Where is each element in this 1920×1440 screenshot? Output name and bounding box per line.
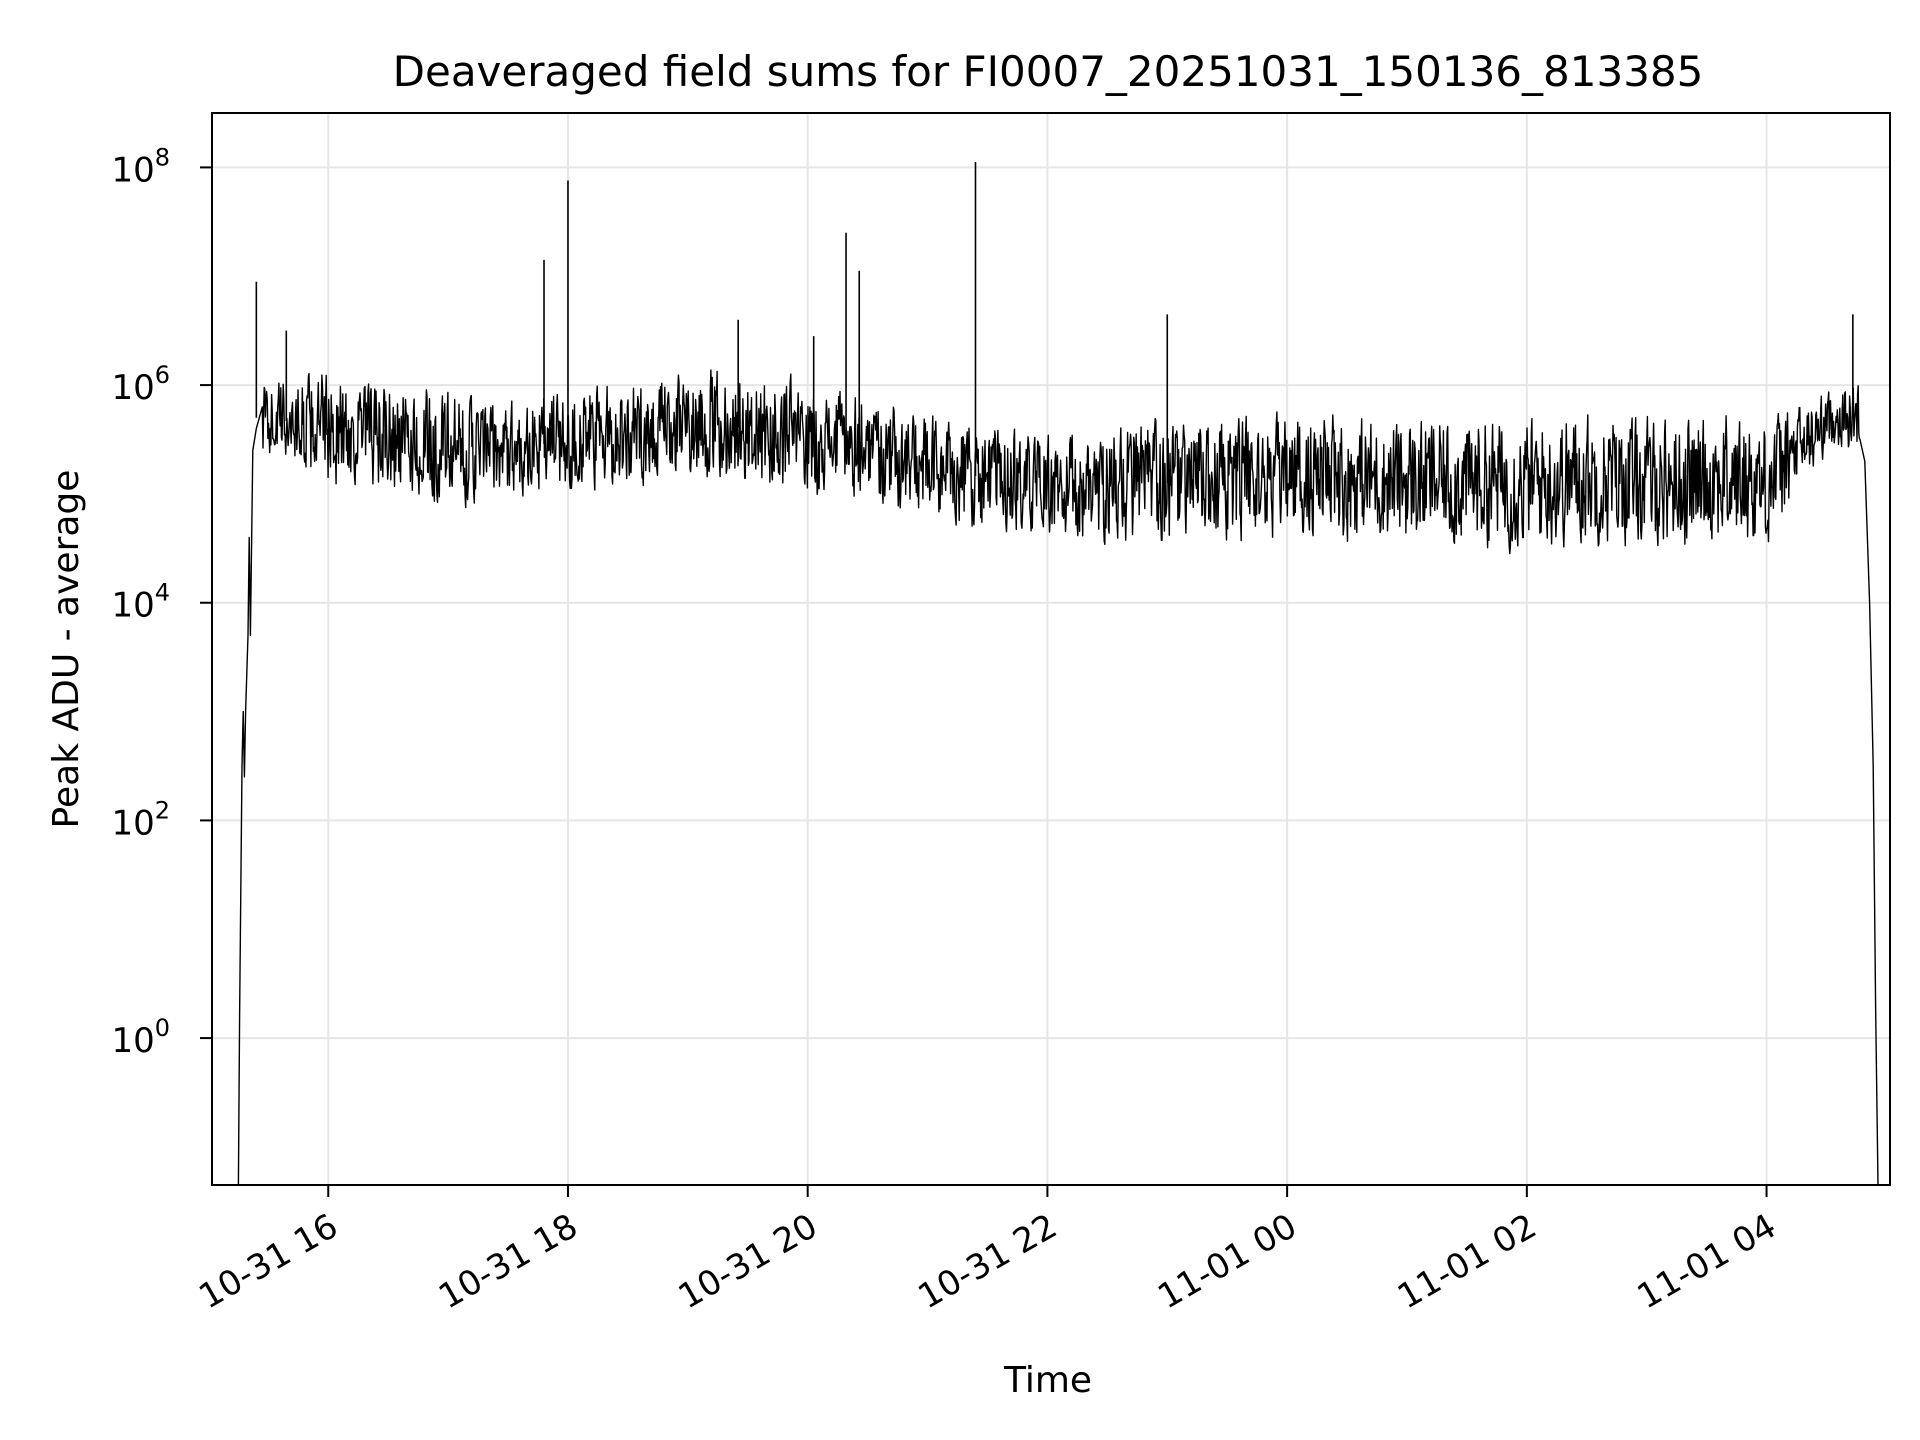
x-axis-label: Time xyxy=(1003,1360,1092,1401)
y-tick-base: 10 xyxy=(111,150,154,190)
series-line-field-sums xyxy=(237,369,1879,1186)
y-tick-base: 10 xyxy=(111,803,154,843)
y-tick-base: 10 xyxy=(111,586,154,626)
y-axis-label: Peak ADU - average xyxy=(46,470,87,829)
series-layer xyxy=(237,369,1879,1186)
y-tick-exponent: 2 xyxy=(155,796,170,824)
y-tick-label: 108 xyxy=(111,143,170,190)
plot-area-frame xyxy=(211,112,1891,1186)
spike-layer xyxy=(255,161,1854,484)
y-tick-base: 10 xyxy=(111,368,154,408)
y-tick-label: 106 xyxy=(111,361,170,408)
y-tick-exponent: 8 xyxy=(155,143,170,171)
y-tick-label: 100 xyxy=(111,1014,170,1061)
y-tick-label: 102 xyxy=(111,796,170,843)
y-tick-exponent: 6 xyxy=(155,361,170,389)
y-tick-base: 10 xyxy=(111,1021,154,1061)
y-tick-exponent: 0 xyxy=(155,1014,170,1042)
y-tick-exponent: 4 xyxy=(155,579,170,607)
y-tick-label: 104 xyxy=(111,579,170,626)
chart-title: Deaveraged field sums for FI0007_2025103… xyxy=(393,47,1704,96)
grid-layer xyxy=(212,113,1890,1185)
